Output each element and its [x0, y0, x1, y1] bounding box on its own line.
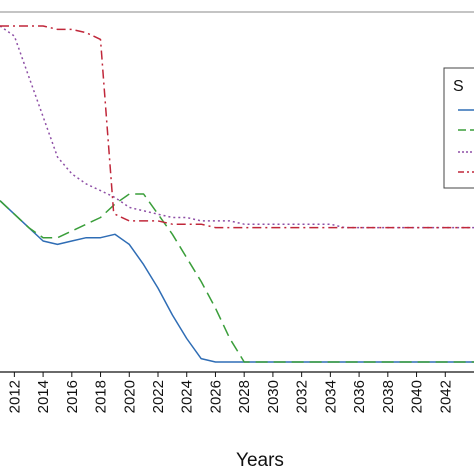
series-lines [0, 25, 474, 363]
x-tick-label: 2014 [35, 380, 52, 413]
series-line-3 [0, 25, 474, 229]
x-tick-label: 2034 [322, 380, 339, 413]
x-tick-label: 2012 [6, 380, 23, 413]
x-tick-label: 2024 [179, 380, 196, 413]
legend-box [443, 67, 474, 189]
plot-frame [0, 11, 474, 373]
x-tick-label: 2042 [437, 380, 454, 413]
x-tick-label: 2020 [121, 380, 138, 413]
series-line-4 [0, 25, 474, 229]
x-tick-label: 2040 [409, 380, 426, 413]
series-line-2 [0, 193, 474, 363]
x-tick-label: 2022 [150, 380, 167, 413]
x-tick-label: 2028 [236, 380, 253, 413]
x-tick-label: 2026 [207, 380, 224, 413]
x-tick-label: 2032 [294, 380, 311, 413]
x-tick-label: 2018 [93, 380, 110, 413]
legend: S [443, 67, 474, 189]
x-tick-label: 2016 [64, 380, 81, 413]
series-line-1 [0, 200, 474, 363]
legend-title: S [453, 78, 464, 95]
x-tick-label: 2030 [265, 380, 282, 413]
x-tick-label: 2036 [351, 380, 368, 413]
x-axis: 2012 2014 2016 2018 2020 2022 2024 2026 2028 2030… [6, 372, 454, 413]
x-tick-label: 2038 [380, 380, 397, 413]
x-axis-title: Years [236, 450, 284, 471]
